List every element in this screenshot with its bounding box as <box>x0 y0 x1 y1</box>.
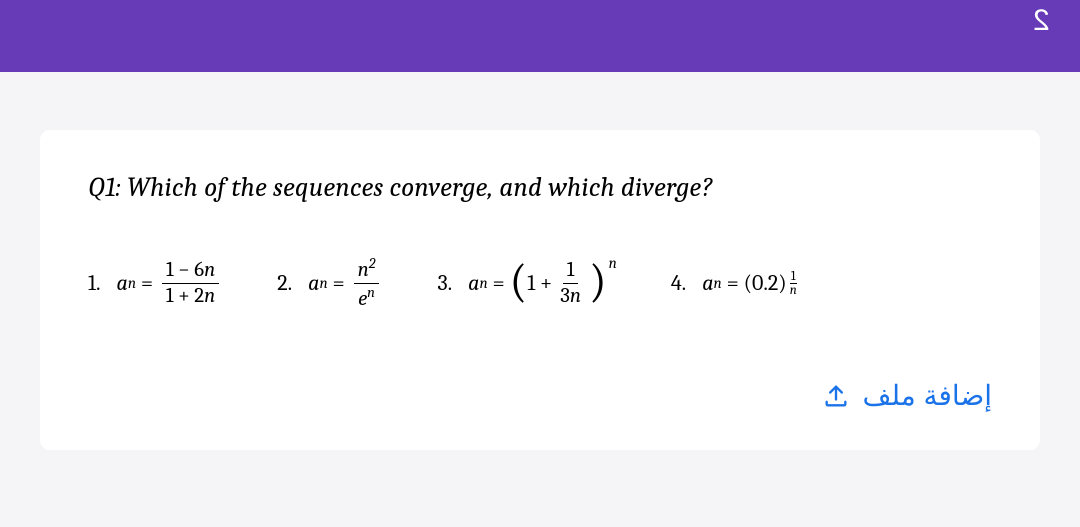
numerator: n2 <box>354 257 380 284</box>
numerator: 1 − 6n <box>162 260 219 284</box>
answer-number: 2. <box>277 270 292 296</box>
den-base: e <box>358 287 367 311</box>
var-a: a <box>308 270 319 296</box>
outer-exponent: n <box>609 254 617 272</box>
var-a: a <box>117 270 128 296</box>
inner-fraction: 1 3n <box>556 260 585 307</box>
answer-expression: an = ( 1 + 1 3n ) n <box>468 260 617 307</box>
paren-inner: 1 + 1 3n <box>527 260 589 307</box>
inner-left: 1 + <box>527 270 552 296</box>
page-indicator: 2 <box>1033 4 1050 38</box>
answer-3: 3. an = ( 1 + 1 3n ) n <box>437 260 616 307</box>
answer-number: 3. <box>437 270 452 296</box>
answer-expression: an = n2 en <box>308 257 383 310</box>
question-card: Q1: Which of the sequences converge, and… <box>40 130 1040 450</box>
upload-icon <box>822 382 850 410</box>
var-a: a <box>702 270 713 296</box>
equals: = <box>328 270 350 296</box>
add-file-button[interactable]: إضافة ملف <box>822 379 992 412</box>
sub-n: n <box>714 274 722 292</box>
answer-expression: an = (0.2) 1 n <box>702 270 798 297</box>
equals: = <box>722 270 744 296</box>
answer-number: 4. <box>671 270 686 296</box>
sub-n: n <box>128 274 136 292</box>
answer-expression: an = 1 − 6n 1 + 2n <box>117 260 224 307</box>
inner-den: 3n <box>556 284 585 307</box>
answer-1: 1. an = 1 − 6n 1 + 2n <box>88 260 223 307</box>
fraction: 1 − 6n 1 + 2n <box>162 260 219 307</box>
question-title: Q1: Which of the sequences converge, and… <box>88 172 992 203</box>
denominator: 1 + 2n <box>162 284 219 307</box>
top-bar: 2 <box>0 0 1080 72</box>
equals: = <box>136 270 158 296</box>
answer-4: 4. an = (0.2) 1 n <box>671 270 798 297</box>
sub-n: n <box>320 274 328 292</box>
exp-den: n <box>789 284 798 297</box>
equals: = <box>488 270 510 296</box>
den-sup: n <box>367 284 375 301</box>
var-a: a <box>468 270 479 296</box>
inner-num: 1 <box>563 260 579 284</box>
answer-2: 2. an = n2 en <box>277 257 383 310</box>
answers-row: 1. an = 1 − 6n 1 + 2n 2. an = n2 en <box>88 257 992 310</box>
base: (0.2) <box>744 270 787 296</box>
exp-num: 1 <box>790 270 797 284</box>
denominator: en <box>354 284 379 310</box>
paren-group: ( 1 + 1 3n ) n <box>510 260 617 307</box>
num-sup: 2 <box>369 255 376 272</box>
num-base: n <box>358 258 369 282</box>
sub-n: n <box>479 274 487 292</box>
fraction: n2 en <box>354 257 380 310</box>
answer-number: 1. <box>88 270 101 296</box>
exponent-fraction: 1 n <box>789 270 798 297</box>
add-file-label: إضافة ملف <box>862 379 992 412</box>
